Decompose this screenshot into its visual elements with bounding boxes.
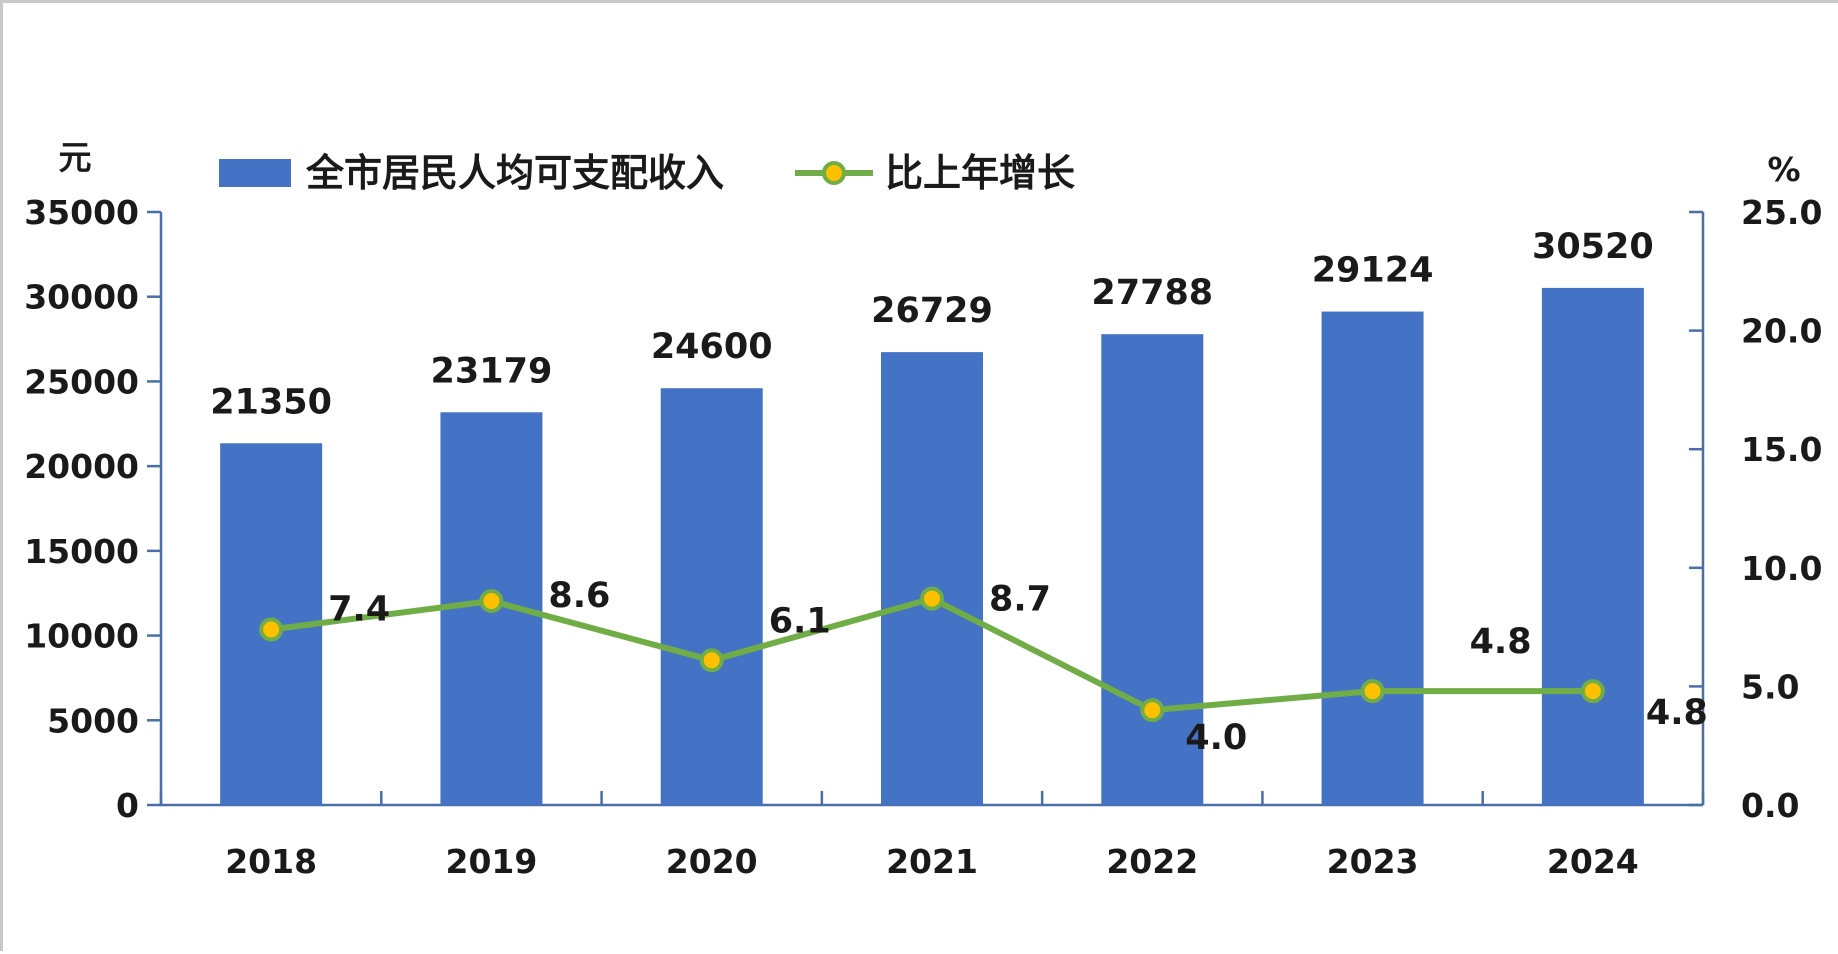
income-bar (1321, 311, 1424, 805)
x-axis-tick-label: 2024 (1547, 842, 1639, 881)
income-bar-label: 29124 (1312, 251, 1434, 291)
income-bar-label: 27788 (1091, 273, 1213, 313)
left-axis-tick-label: 0 (116, 786, 139, 825)
growth-marker (479, 589, 504, 614)
growth-line-layer (259, 586, 1605, 723)
growth-marker (699, 648, 724, 673)
x-axis-tick-label: 2021 (886, 842, 978, 881)
growth-marker (1360, 679, 1385, 704)
income-bar-label: 30520 (1532, 227, 1654, 267)
right-axis-unit: % (1767, 150, 1800, 189)
left-axis-tick-label: 15000 (24, 532, 139, 571)
left-axis-tick-label: 25000 (24, 362, 139, 401)
data-labels-layer: 21350 23179 24600 26729 27788 29124 30520 7.4 8.… (210, 227, 1708, 758)
growth-label: 7.4 (328, 589, 390, 629)
legend-line-marker (822, 161, 846, 185)
right-axis-tick-label: 20.0 (1741, 312, 1822, 351)
growth-label: 6.1 (769, 601, 831, 641)
left-axis-tick-label: 20000 (24, 447, 139, 486)
left-axis-tick-label: 10000 (24, 617, 139, 656)
legend-line-label: 比上年增长 (885, 151, 1075, 195)
right-axis-tick-label: 15.0 (1741, 430, 1822, 469)
x-axis-tick-label: 2020 (666, 842, 758, 881)
right-axis-tick-label: 0.0 (1741, 786, 1799, 825)
x-axis-tick-label: 2018 (225, 842, 317, 881)
left-axis-tick-label: 30000 (24, 278, 139, 317)
growth-marker (1140, 698, 1165, 723)
income-bar-label: 26729 (871, 291, 993, 331)
left-axis-tick-label: 35000 (24, 193, 139, 232)
x-axis-tick-label: 2023 (1327, 842, 1419, 881)
growth-label: 8.7 (989, 580, 1051, 620)
income-bar (1101, 334, 1204, 805)
growth-label: 4.0 (1185, 718, 1247, 758)
growth-marker (259, 617, 284, 642)
income-chart: 0 5000 10000 15000 20000 25000 30000 35000 元 0.0 5… (24, 138, 1822, 881)
growth-marker (920, 586, 944, 611)
growth-label: 8.6 (548, 576, 610, 616)
left-axis-tick-label: 5000 (47, 701, 139, 740)
legend-bar-swatch (219, 159, 291, 187)
income-bar (1541, 287, 1644, 805)
growth-marker (1580, 679, 1605, 704)
income-bar (660, 388, 763, 805)
axes-layer: 0 5000 10000 15000 20000 25000 30000 35000 元 0.0 5… (24, 138, 1822, 881)
growth-label: 4.8 (1470, 622, 1532, 662)
income-bar (881, 352, 983, 805)
growth-label: 4.8 (1646, 693, 1708, 733)
right-axis-tick-label: 10.0 (1741, 549, 1822, 588)
left-axis-unit: 元 (59, 138, 92, 177)
income-bar-label: 24600 (651, 327, 773, 367)
right-axis-tick-label: 25.0 (1741, 193, 1822, 232)
legend: 全市居民人均可支配收入 比上年增长 (219, 151, 1075, 195)
x-axis-tick-label: 2019 (445, 842, 537, 881)
income-bar-label: 23179 (431, 351, 553, 391)
income-bar-label: 21350 (210, 382, 332, 422)
right-axis-tick-label: 5.0 (1741, 667, 1799, 706)
bars-layer (220, 287, 1644, 805)
x-axis-tick-label: 2022 (1106, 842, 1198, 881)
legend-bar-label: 全市居民人均可支配收入 (305, 151, 724, 195)
